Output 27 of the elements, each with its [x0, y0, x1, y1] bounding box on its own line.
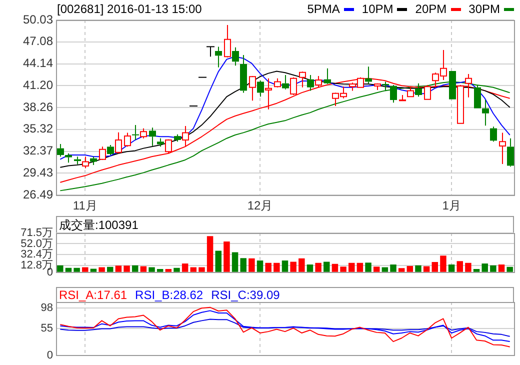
y-tick-label: 38.26	[22, 100, 54, 114]
chart-title: [002681] 2016-01-13 15:00	[57, 2, 202, 16]
y-tick-label: 0	[46, 349, 53, 362]
legend-label: 30PM	[468, 2, 500, 16]
y-tick-label: 32.37	[22, 144, 54, 158]
chart-title: 成交量:100391	[59, 217, 138, 234]
x-tick-label: 12月	[247, 198, 273, 213]
y-tick-label: 47.08	[22, 34, 54, 48]
y-tick-label: 50.03	[22, 12, 54, 26]
y-tick-label: 44.14	[22, 56, 54, 70]
x-tick-label: 1月	[442, 198, 461, 213]
legend-label: 20PM	[415, 2, 447, 16]
y-tick-label: 52.0万	[20, 238, 53, 250]
y-tick-label: 32.4万	[20, 248, 53, 261]
y-tick-label: 29.43	[22, 165, 54, 180]
series-label: RSI_A:17.61	[59, 288, 128, 302]
series-label: RSI_B:28.62	[135, 288, 204, 302]
y-tick-label: 26.49	[22, 187, 54, 202]
y-tick-label: 98	[40, 302, 53, 314]
legend-label: 10PM	[362, 2, 394, 16]
y-tick-label: 35.32	[22, 122, 54, 136]
y-tick-label: 55	[40, 322, 53, 335]
series-label: RSI_C:39.09	[211, 288, 280, 302]
y-tick-label: 41.20	[22, 78, 54, 92]
y-tick-label: 71.5万	[20, 227, 53, 240]
legend-label: 5PMA	[307, 2, 340, 16]
x-tick-label: 11月	[72, 198, 98, 213]
